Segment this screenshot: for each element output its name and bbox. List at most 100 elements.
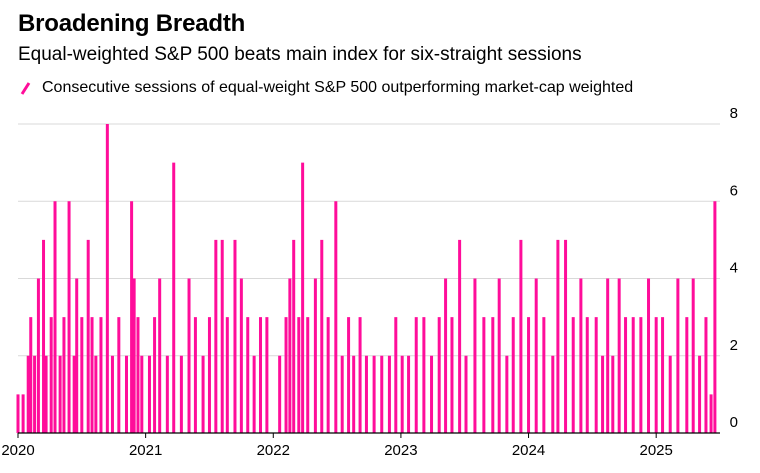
- spike-16: [86, 239, 90, 434]
- spike-33: [179, 355, 183, 433]
- spike-11: [62, 317, 66, 434]
- spike-19: [99, 317, 103, 434]
- spike-2: [26, 355, 30, 433]
- spike-80: [497, 278, 501, 433]
- y-tick-label-4: 4: [730, 260, 738, 277]
- spike-111: [713, 201, 717, 433]
- spike-40: [225, 317, 229, 434]
- spike-107: [691, 278, 695, 433]
- spike-106: [685, 317, 689, 434]
- spike-42: [239, 278, 243, 433]
- spike-51: [297, 317, 301, 434]
- spike-34: [187, 278, 191, 433]
- chart-title: Broadening Breadth: [18, 10, 246, 37]
- spike-61: [358, 317, 362, 434]
- spike-59: [347, 317, 351, 434]
- spike-32: [172, 162, 176, 434]
- spike-22: [117, 317, 121, 434]
- spike-17: [90, 317, 94, 434]
- y-tick-label-8: 8: [730, 105, 738, 122]
- spike-14: [75, 278, 79, 433]
- spike-21: [110, 355, 114, 433]
- spike-7: [44, 355, 48, 433]
- spike-98: [624, 317, 628, 434]
- spike-55: [320, 239, 324, 434]
- spike-39: [220, 239, 224, 434]
- spike-4: [33, 355, 37, 433]
- spike-43: [246, 317, 250, 434]
- spike-1: [21, 394, 25, 434]
- spike-84: [527, 317, 531, 434]
- spike-25: [132, 278, 136, 433]
- slash-line-icon: [20, 82, 31, 95]
- spike-102: [654, 317, 658, 434]
- spike-52: [301, 162, 305, 434]
- chart-subtitle: Equal-weighted S&P 500 beats main index …: [18, 44, 582, 65]
- spike-29: [153, 317, 157, 434]
- spike-45: [259, 317, 263, 434]
- spike-105: [676, 278, 680, 433]
- spike-104: [668, 355, 672, 433]
- spike-38: [214, 239, 218, 434]
- x-tick-label-2021: 2021: [129, 442, 162, 459]
- spike-44: [252, 355, 256, 433]
- spike-99: [631, 317, 635, 434]
- spike-94: [601, 355, 605, 433]
- spike-18: [94, 355, 98, 433]
- spike-89: [564, 239, 568, 434]
- spike-41: [233, 239, 237, 434]
- y-tick-label-2: 2: [730, 337, 738, 354]
- spike-67: [400, 355, 404, 433]
- spike-101: [647, 278, 651, 433]
- spike-69: [414, 317, 418, 434]
- spike-62: [364, 355, 368, 433]
- spike-36: [201, 355, 205, 433]
- spike-57: [334, 201, 338, 433]
- spike-35: [193, 317, 197, 434]
- spike-96: [611, 355, 615, 433]
- spike-76: [464, 355, 468, 433]
- spike-60: [352, 355, 356, 433]
- spike-66: [394, 317, 398, 434]
- spike-109: [704, 317, 708, 434]
- spike-27: [140, 355, 144, 433]
- spike-77: [473, 278, 477, 433]
- spike-91: [579, 278, 583, 433]
- spike-68: [407, 355, 411, 433]
- spike-10: [58, 355, 62, 433]
- spike-6: [42, 239, 46, 434]
- spike-100: [639, 317, 643, 434]
- spike-103: [661, 317, 665, 434]
- x-tick-label-2025: 2025: [639, 442, 672, 459]
- spike-13: [72, 355, 76, 433]
- spike-71: [430, 355, 434, 433]
- spike-46: [265, 317, 269, 434]
- spike-78: [482, 317, 486, 434]
- spike-47: [278, 355, 282, 433]
- spike-3: [29, 317, 33, 434]
- spike-73: [444, 278, 448, 433]
- spike-54: [313, 278, 317, 433]
- y-tick-label-0: 0: [730, 414, 738, 431]
- spike-65: [387, 355, 391, 433]
- spike-53: [306, 317, 310, 434]
- spike-8: [49, 317, 53, 434]
- spike-93: [594, 317, 598, 434]
- spike-48: [284, 317, 288, 434]
- spike-63: [372, 355, 376, 433]
- spike-83: [519, 239, 523, 434]
- spike-24: [130, 201, 134, 433]
- spike-50: [292, 239, 296, 434]
- spike-86: [542, 317, 546, 434]
- spike-26: [136, 317, 140, 434]
- spike-90: [571, 317, 575, 434]
- spike-87: [551, 355, 555, 433]
- spike-0: [16, 394, 20, 434]
- spike-58: [340, 355, 344, 433]
- spike-74: [450, 317, 454, 434]
- spike-72: [437, 317, 441, 434]
- x-tick-label-2023: 2023: [384, 442, 417, 459]
- spike-70: [422, 317, 426, 434]
- spike-85: [534, 278, 538, 433]
- spike-81: [505, 355, 509, 433]
